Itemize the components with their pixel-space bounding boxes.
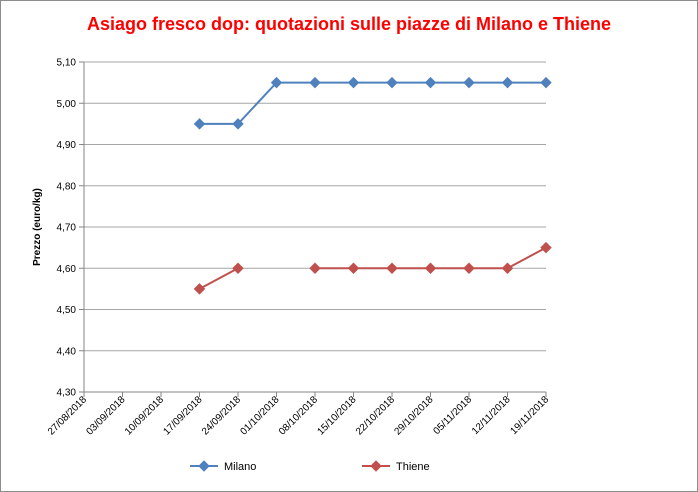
data-point-milano [309, 76, 321, 89]
data-point-thiene [540, 241, 552, 254]
x-tick-label: 05/11/2018 [431, 394, 474, 437]
data-point-milano [347, 76, 360, 89]
y-tick-label: 5,10 [57, 58, 77, 69]
y-tick-label: 5,00 [57, 99, 77, 110]
x-tick-label: 22/10/2018 [354, 394, 397, 437]
series-line-milano [199, 81, 546, 125]
data-point-thiene [232, 262, 244, 274]
data-point-thiene [193, 283, 206, 295]
legend-marker-milano [198, 460, 210, 472]
x-tick-label: 27/08/2018 [46, 394, 89, 437]
chart-title: Asiago fresco dop: quotazioni sulle piaz… [86, 14, 612, 34]
data-point-milano [540, 76, 552, 89]
y-tick-label: 4,40 [57, 346, 77, 357]
legend-label-thiene: Thiene [396, 461, 430, 473]
y-axis-label: Prezzo (euro/kg) [32, 188, 43, 266]
y-tick-label: 4,50 [57, 305, 77, 316]
x-tick-label: 24/09/2018 [200, 394, 243, 437]
data-point-milano [386, 76, 398, 89]
y-tick-label: 4,60 [57, 264, 77, 275]
x-tick-label: 08/10/2018 [277, 394, 320, 437]
data-point-milano [463, 76, 475, 89]
data-point-milano [424, 76, 437, 89]
y-tick-label: 4,90 [57, 140, 77, 151]
data-point-milano [193, 118, 206, 130]
data-point-milano [232, 118, 244, 130]
x-tick-label: 17/09/2018 [161, 394, 204, 437]
data-point-thiene [424, 262, 437, 274]
data-point-milano [501, 76, 514, 89]
x-tick-label: 29/10/2018 [392, 394, 435, 437]
x-tick-label: 03/09/2018 [84, 394, 127, 437]
x-tick-label: 01/10/2018 [238, 394, 281, 437]
data-point-thiene [309, 262, 321, 274]
x-tick-label: 12/11/2018 [470, 394, 513, 437]
legend-marker-thiene [370, 460, 382, 472]
x-tick-label: 15/10/2018 [315, 394, 358, 437]
data-point-thiene [501, 262, 514, 274]
data-point-milano [270, 76, 283, 89]
series-line-thiene [199, 267, 239, 290]
x-tick-label: 10/09/2018 [123, 394, 166, 437]
y-tick-label: 4,70 [57, 223, 77, 234]
data-point-thiene [463, 262, 475, 274]
data-point-thiene [386, 262, 398, 274]
y-tick-label: 4,80 [57, 181, 77, 192]
x-tick-label: 19/11/2018 [508, 394, 551, 437]
data-point-thiene [347, 262, 360, 274]
legend-label-milano: Milano [224, 461, 256, 473]
y-tick-label: 4,30 [57, 388, 77, 399]
